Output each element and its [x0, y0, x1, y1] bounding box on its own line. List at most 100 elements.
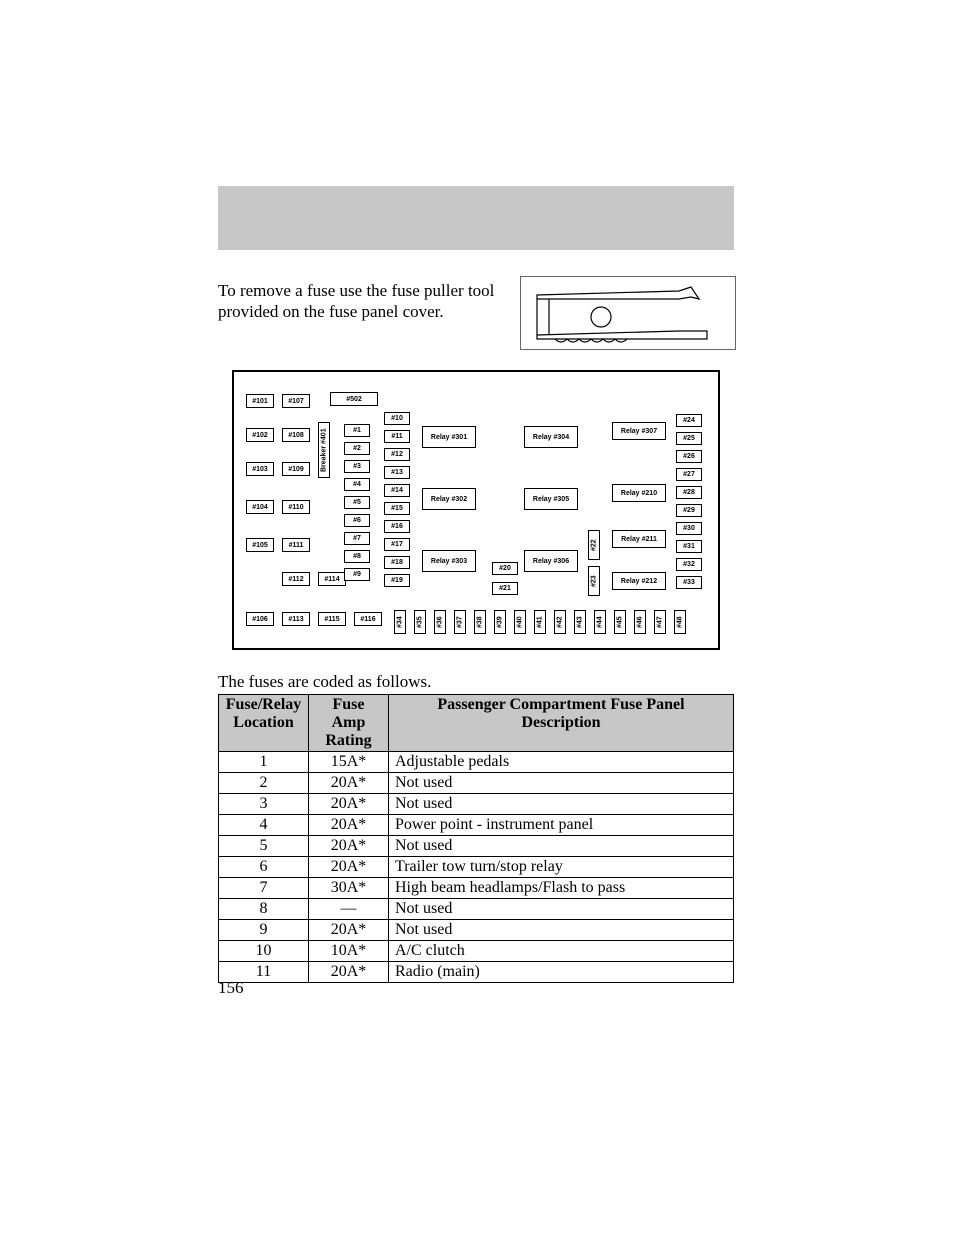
fuse-slot: Relay #210 [612, 484, 666, 502]
fuse-slot: #32 [676, 558, 702, 571]
cell-amp: 20A* [309, 920, 389, 941]
fuse-slot: #44 [594, 610, 606, 634]
fuse-slot: #42 [554, 610, 566, 634]
fuse-slot: #40 [514, 610, 526, 634]
fuse-slot: #39 [494, 610, 506, 634]
fuse-slot: #103 [246, 462, 274, 476]
table-row: 920A*Not used [219, 920, 734, 941]
fuse-slot: #10 [384, 412, 410, 425]
cell-amp: 20A* [309, 857, 389, 878]
fuse-slot: #115 [318, 612, 346, 626]
fuse-slot: #105 [246, 538, 274, 552]
fuse-slot: #101 [246, 394, 274, 408]
table-row: 115A*Adjustable pedals [219, 752, 734, 773]
cell-amp: — [309, 899, 389, 920]
cell-amp: 20A* [309, 773, 389, 794]
table-row: 320A*Not used [219, 794, 734, 815]
table-row: 420A*Power point - instrument panel [219, 815, 734, 836]
cell-desc: Not used [389, 920, 734, 941]
fuse-slot: Relay #307 [612, 422, 666, 440]
cell-loc: 2 [219, 773, 309, 794]
fuse-slot: #9 [344, 568, 370, 581]
cell-desc: High beam headlamps/Flash to pass [389, 878, 734, 899]
fuse-slot: #13 [384, 466, 410, 479]
fuse-slot: Relay #305 [524, 488, 578, 510]
table-row: 620A*Trailer tow turn/stop relay [219, 857, 734, 878]
fuse-slot: #104 [246, 500, 274, 514]
fuse-slot: #36 [434, 610, 446, 634]
fuse-slot: Relay #211 [612, 530, 666, 548]
fuse-panel-diagram: #101#102#103#104#105#106#107#108#109#110… [232, 370, 720, 650]
cell-loc: 5 [219, 836, 309, 857]
fuse-slot: #18 [384, 556, 410, 569]
fuse-slot: #31 [676, 540, 702, 553]
header-band [218, 186, 734, 250]
cell-amp: 15A* [309, 752, 389, 773]
cell-desc: Not used [389, 836, 734, 857]
fuse-slot: #28 [676, 486, 702, 499]
fuse-slot: #14 [384, 484, 410, 497]
fuse-slot: Relay #306 [524, 550, 578, 572]
coded-text: The fuses are coded as follows. [218, 672, 431, 692]
fuse-slot: #107 [282, 394, 310, 408]
page-number: 156 [218, 978, 244, 998]
fuse-slot: #35 [414, 610, 426, 634]
fuse-slot: #8 [344, 550, 370, 563]
cell-amp: 20A* [309, 815, 389, 836]
fuse-slot: #26 [676, 450, 702, 463]
cell-loc: 7 [219, 878, 309, 899]
fuse-slot: #114 [318, 572, 346, 586]
fuse-slot: #116 [354, 612, 382, 626]
fuse-slot: #41 [534, 610, 546, 634]
fuse-slot: #12 [384, 448, 410, 461]
fuse-slot: #102 [246, 428, 274, 442]
fuse-slot: #45 [614, 610, 626, 634]
fuse-slot: #21 [492, 582, 518, 595]
fuse-slot: #47 [654, 610, 666, 634]
fuse-slot: #110 [282, 500, 310, 514]
fuse-slot: #113 [282, 612, 310, 626]
fuse-slot: #112 [282, 572, 310, 586]
th-location: Fuse/RelayLocation [219, 695, 309, 752]
cell-loc: 8 [219, 899, 309, 920]
cell-amp: 20A* [309, 836, 389, 857]
fuse-slot: #108 [282, 428, 310, 442]
fuse-slot: #46 [634, 610, 646, 634]
table-row: 1010A*A/C clutch [219, 941, 734, 962]
fuse-slot: #22 [588, 530, 600, 560]
cell-amp: 30A* [309, 878, 389, 899]
fuse-slot: #4 [344, 478, 370, 491]
cell-loc: 4 [219, 815, 309, 836]
fuse-slot: #24 [676, 414, 702, 427]
fuse-slot: #34 [394, 610, 406, 634]
intro-text: To remove a fuse use the fuse puller too… [218, 280, 508, 323]
fuse-puller-illustration [520, 276, 736, 350]
table-row: 8—Not used [219, 899, 734, 920]
fuse-slot: Breaker #401 [318, 422, 330, 478]
fuse-slot: #20 [492, 562, 518, 575]
cell-loc: 10 [219, 941, 309, 962]
fuse-slot: #109 [282, 462, 310, 476]
cell-desc: Not used [389, 899, 734, 920]
table-header-row: Fuse/RelayLocation Fuse AmpRating Passen… [219, 695, 734, 752]
fuse-slot: #111 [282, 538, 310, 552]
fuse-slot: #7 [344, 532, 370, 545]
fuse-slot: #3 [344, 460, 370, 473]
cell-loc: 9 [219, 920, 309, 941]
fuse-slot: Relay #304 [524, 426, 578, 448]
fuse-slot: Relay #212 [612, 572, 666, 590]
table-row: 730A*High beam headlamps/Flash to pass [219, 878, 734, 899]
cell-loc: 6 [219, 857, 309, 878]
table-row: 1120A*Radio (main) [219, 962, 734, 983]
fuse-slot: #38 [474, 610, 486, 634]
cell-desc: A/C clutch [389, 941, 734, 962]
fuse-slot: #25 [676, 432, 702, 445]
fuse-slot: #30 [676, 522, 702, 535]
fuse-slot: #43 [574, 610, 586, 634]
fuse-slot: Relay #301 [422, 426, 476, 448]
fuse-slot: #5 [344, 496, 370, 509]
table-row: 220A*Not used [219, 773, 734, 794]
table-row: 520A*Not used [219, 836, 734, 857]
cell-desc: Adjustable pedals [389, 752, 734, 773]
cell-desc: Trailer tow turn/stop relay [389, 857, 734, 878]
